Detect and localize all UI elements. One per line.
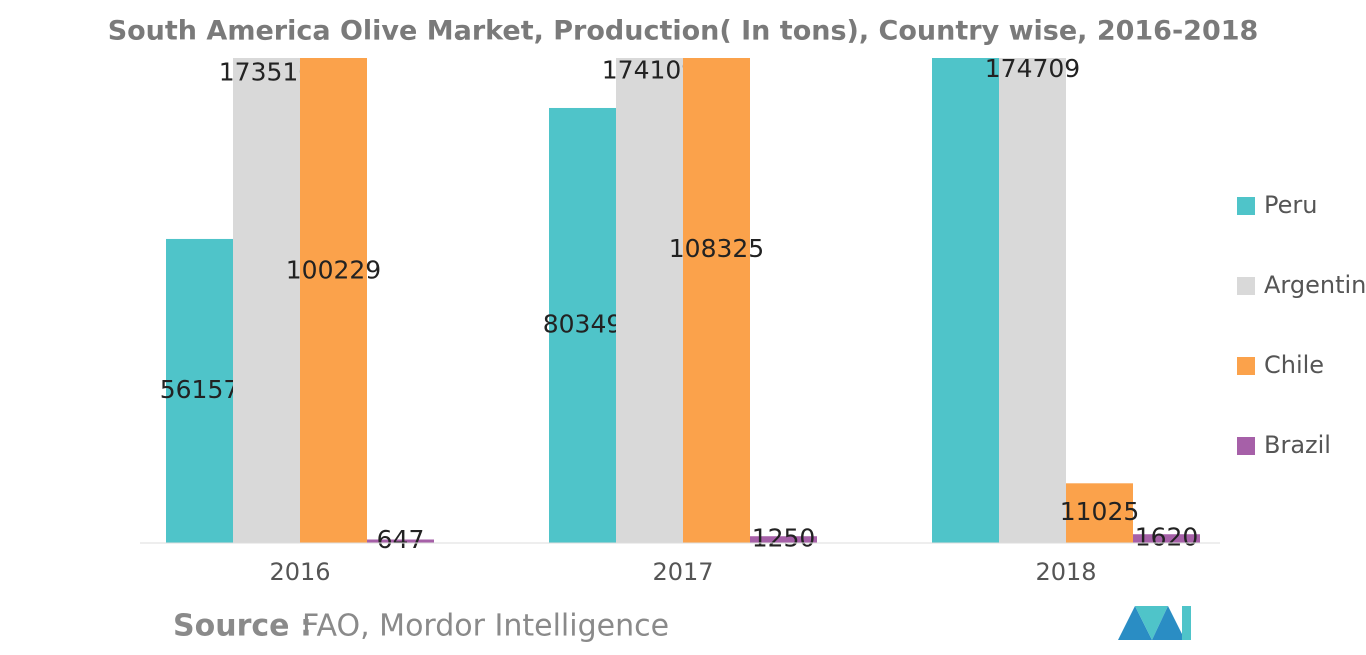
legend-swatch <box>1237 197 1255 215</box>
bar <box>233 58 300 543</box>
data-label: 174109 <box>602 56 697 85</box>
legend-label: Chile <box>1264 351 1324 379</box>
bar <box>932 58 999 543</box>
bar <box>999 58 1066 543</box>
legend-label: Brazil <box>1264 431 1331 459</box>
axis: 2016 2017 2018 <box>140 542 1220 586</box>
legend-swatch <box>1237 357 1255 375</box>
data-label: 80349 <box>543 309 623 338</box>
bar <box>549 107 616 544</box>
bar <box>616 58 683 543</box>
source-text: FAO, Mordor Intelligence <box>302 609 669 644</box>
x-tick-label: 2017 <box>652 558 713 586</box>
bar <box>166 238 233 543</box>
bar <box>300 58 367 543</box>
x-tick-label: 2018 <box>1035 558 1096 586</box>
legend-label: Peru <box>1264 191 1317 219</box>
data-label: 647 <box>377 525 425 554</box>
data-label: 11025 <box>1060 497 1140 526</box>
bar <box>750 536 817 543</box>
source-label: Source : <box>173 609 312 644</box>
legend-swatch <box>1237 437 1255 455</box>
bar <box>367 539 434 543</box>
bar <box>683 58 750 544</box>
data-label: 1620 <box>1135 523 1199 552</box>
data-label: 56157 <box>160 375 240 404</box>
data-label: 108325 <box>669 234 764 263</box>
legend-swatch <box>1237 277 1255 295</box>
data-label: 100229 <box>286 256 381 285</box>
bar <box>1066 483 1133 543</box>
legend-label: Argentina <box>1264 271 1366 299</box>
legend: Peru Argentina Chile Brazil <box>1237 191 1366 459</box>
chart-title: South America Olive Market, Production( … <box>108 16 1259 47</box>
bar <box>1133 534 1200 543</box>
logo <box>1118 606 1191 640</box>
data-label: 174709 <box>985 54 1080 83</box>
x-tick-label: 2016 <box>269 558 330 586</box>
data-label: 1250 <box>752 524 816 553</box>
data-label: 173510 <box>219 57 314 86</box>
